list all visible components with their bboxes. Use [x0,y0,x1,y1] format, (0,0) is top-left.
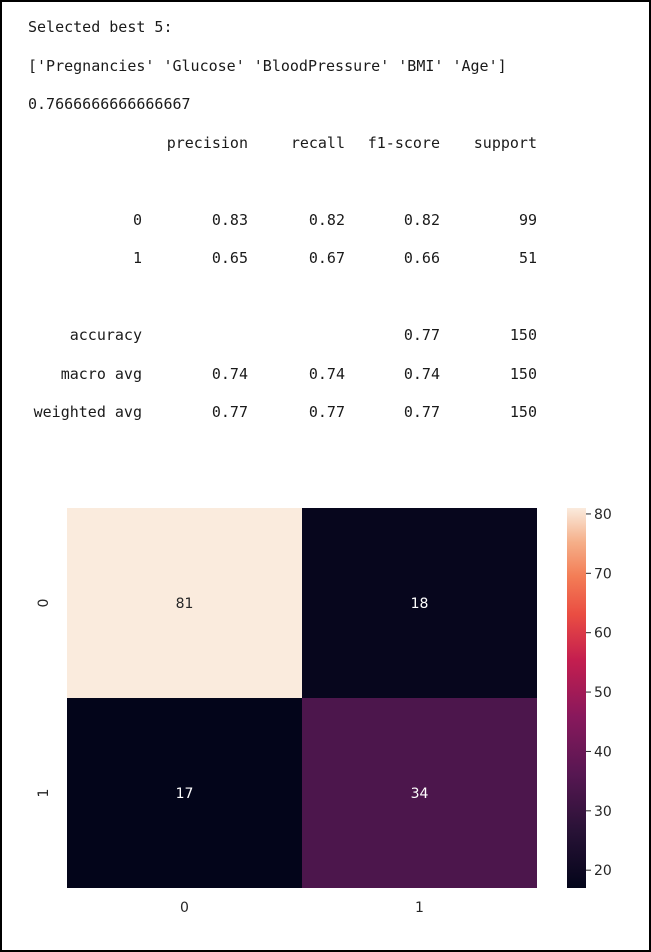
x-tick-label: 0 [180,900,189,916]
x-tick-label: 1 [415,900,424,916]
report-cell: 0.77 [403,403,440,421]
report-cell: 0.83 [211,211,248,229]
report-cell: 0.65 [211,249,248,267]
colorbar-tick-label: 40 [594,744,612,760]
report-cell: 150 [509,365,537,383]
report-cell: 0.82 [403,211,440,229]
colorbar-tick-label: 20 [594,863,612,879]
report-row-label: macro avg [60,365,142,383]
accuracy-score: 0.7666666666666667 [28,95,191,113]
heatmap-cell [302,508,537,698]
report-row-label: 1 [132,249,142,267]
y-tick-label: 0 [36,599,52,608]
selected-best-label: Selected best 5: [28,18,173,36]
report-cell: 51 [518,249,537,267]
heatmap-cell-label: 17 [176,786,194,802]
report-cell: 0.82 [308,211,345,229]
report-header-recall: recall [290,134,345,152]
report-cell: 150 [509,326,537,344]
report-cell: 99 [518,211,537,229]
report-cell: 0.74 [308,365,345,383]
report-row-label: 0 [132,211,142,229]
colorbar [567,508,586,888]
report-cell: 0.67 [308,249,345,267]
report-cell: 0.74 [403,365,440,383]
report-header-precision: precision [166,134,248,152]
selected-features-list: ['Pregnancies' 'Glucose' 'BloodPressure'… [28,57,507,75]
report-cell: 0.77 [403,326,440,344]
colorbar-tick-label: 50 [594,685,612,701]
colorbar-tick-label: 60 [594,626,612,642]
report-cell: 150 [509,403,537,421]
colorbar-tick-label: 70 [594,566,612,582]
heatmap-cell-label: 34 [411,786,429,802]
heatmap-cell [67,698,302,888]
report-row-label: accuracy [69,326,142,344]
colorbar-tick-label: 30 [594,804,612,820]
colorbar-tick-label: 80 [594,507,612,523]
report-row-label: weighted avg [33,403,142,421]
heatmap-cell-label: 81 [176,596,194,612]
y-tick-label: 1 [36,789,52,798]
report-cell: 0.77 [308,403,345,421]
report-cell: 0.77 [211,403,248,421]
report-header-support: support [473,134,537,152]
report-cell: 0.66 [403,249,440,267]
heatmap-cell [67,508,302,698]
heatmap-cell [302,698,537,888]
report-cell: 0.74 [211,365,248,383]
report-header-f1score: f1-score [367,134,440,152]
heatmap-cell-label: 18 [411,596,429,612]
